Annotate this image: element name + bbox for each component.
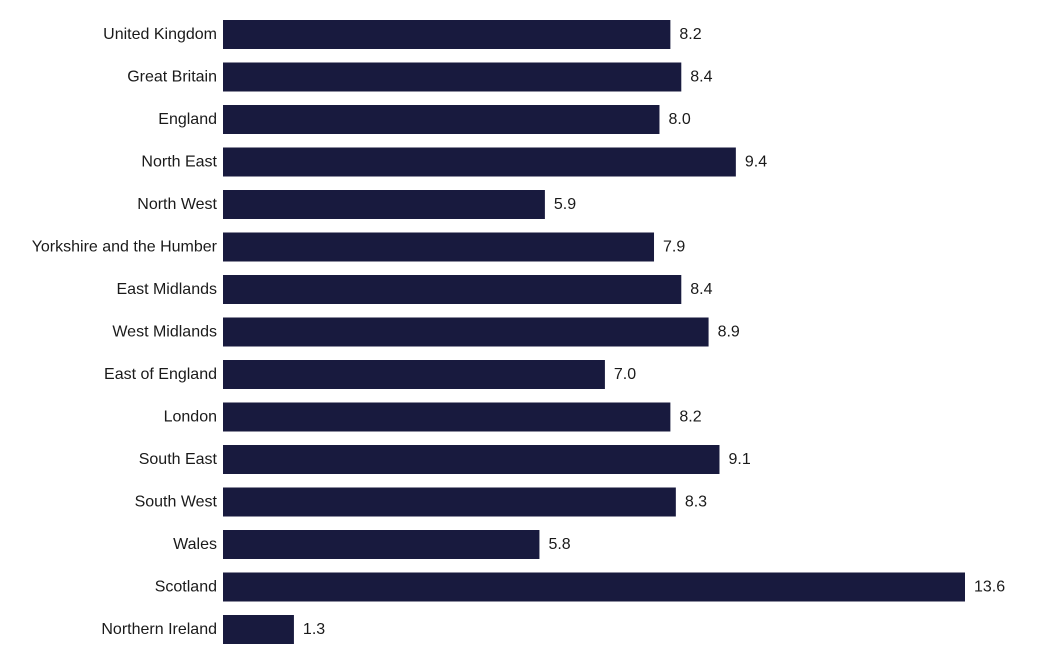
value-label: 5.9 (554, 196, 576, 213)
bar (223, 105, 660, 134)
value-label: 8.3 (685, 494, 707, 511)
value-label: 8.9 (718, 324, 740, 341)
category-label: North East (141, 154, 217, 171)
value-label: 9.1 (728, 451, 750, 468)
bar (223, 232, 655, 262)
category-label: West Midlands (112, 324, 217, 341)
value-labels-group: 8.2 8.4 8.0 9.4 5.9 7.9 8.4 8.9 7.0 8.2 9.1 8.3 5.8 1… (303, 26, 1005, 638)
bar (223, 402, 671, 432)
category-label: Scotland (155, 579, 217, 596)
category-label: United Kingdom (103, 26, 217, 43)
bar (223, 317, 709, 347)
category-labels-group: United Kingdom Great Britain England North … (32, 26, 218, 638)
category-label: East Midlands (117, 281, 218, 298)
bar (223, 20, 671, 49)
value-label: 8.0 (668, 111, 690, 128)
value-label: 1.3 (303, 621, 325, 638)
bar (223, 487, 676, 517)
category-label: South East (139, 451, 218, 468)
bar (223, 615, 294, 644)
bars-group (223, 20, 965, 644)
category-label: Northern Ireland (101, 621, 217, 638)
category-label: North West (137, 196, 217, 213)
value-label: 7.0 (614, 366, 636, 383)
bar (223, 62, 682, 92)
category-label: Yorkshire and the Humber (32, 239, 218, 256)
value-label: 5.8 (548, 536, 570, 553)
category-label: Great Britain (127, 69, 217, 86)
bar (223, 530, 540, 559)
category-label: London (164, 409, 217, 426)
bar (223, 147, 736, 177)
value-label: 8.2 (679, 26, 701, 43)
bar (223, 445, 720, 474)
bar (223, 572, 965, 602)
bar (223, 190, 545, 219)
value-label: 9.4 (745, 154, 767, 171)
value-label: 13.6 (974, 579, 1005, 596)
category-label: South West (135, 494, 218, 511)
category-label: East of England (104, 366, 217, 383)
value-label: 8.2 (679, 409, 701, 426)
category-label: England (158, 111, 217, 128)
bar (223, 275, 682, 304)
value-label: 8.4 (690, 69, 712, 86)
category-label: Wales (173, 536, 217, 553)
value-label: 7.9 (663, 239, 685, 256)
bar (223, 360, 605, 389)
value-label: 8.4 (690, 281, 712, 298)
